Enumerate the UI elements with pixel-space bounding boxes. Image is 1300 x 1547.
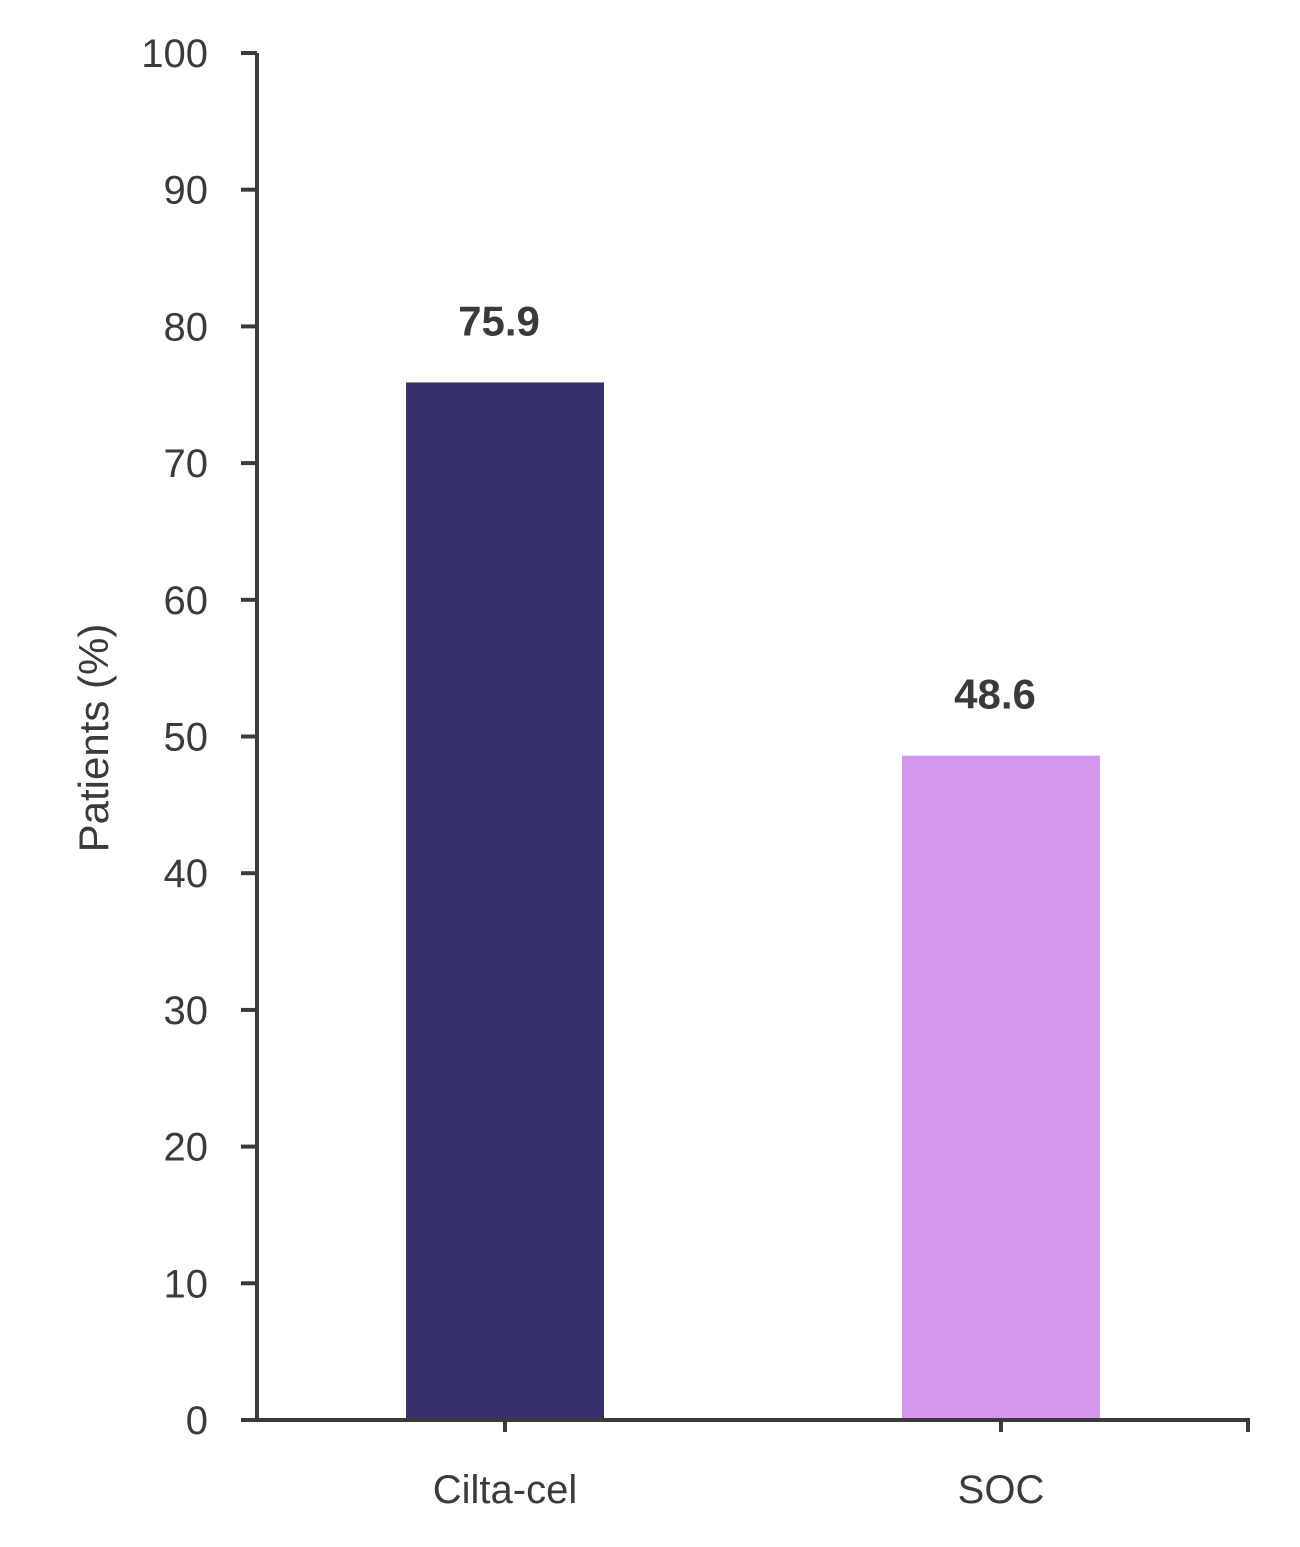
y-tick-label: 50 — [164, 716, 209, 760]
y-axis-ticks: 0 10 20 30 40 50 60 70 80 90 100 — [141, 32, 257, 1443]
data-labels: 75.9 48.6 — [458, 297, 1036, 717]
bars — [406, 382, 1100, 1420]
y-tick-label: 10 — [164, 1262, 209, 1306]
y-tick-label: 100 — [141, 32, 208, 76]
data-label: 48.6 — [954, 671, 1036, 718]
y-tick-label: 80 — [164, 305, 209, 349]
y-tick-label: 0 — [186, 1399, 208, 1443]
y-tick-label: 70 — [164, 442, 209, 486]
x-tick-label: SOC — [958, 1468, 1045, 1512]
y-tick-label: 20 — [164, 1126, 209, 1170]
y-axis-title: Patients (%) — [70, 624, 117, 853]
data-label: 75.9 — [458, 297, 540, 344]
bar-soc — [902, 755, 1100, 1420]
x-tick-label: Cilta-cel — [433, 1468, 577, 1512]
y-tick-label: 40 — [164, 852, 209, 896]
bar-cilta-cel — [406, 382, 604, 1420]
y-tick-label: 30 — [164, 989, 209, 1033]
y-tick-label: 90 — [164, 169, 209, 213]
y-tick-label: 60 — [164, 579, 209, 623]
x-axis-ticks: Cilta-cel SOC — [433, 1420, 1250, 1512]
